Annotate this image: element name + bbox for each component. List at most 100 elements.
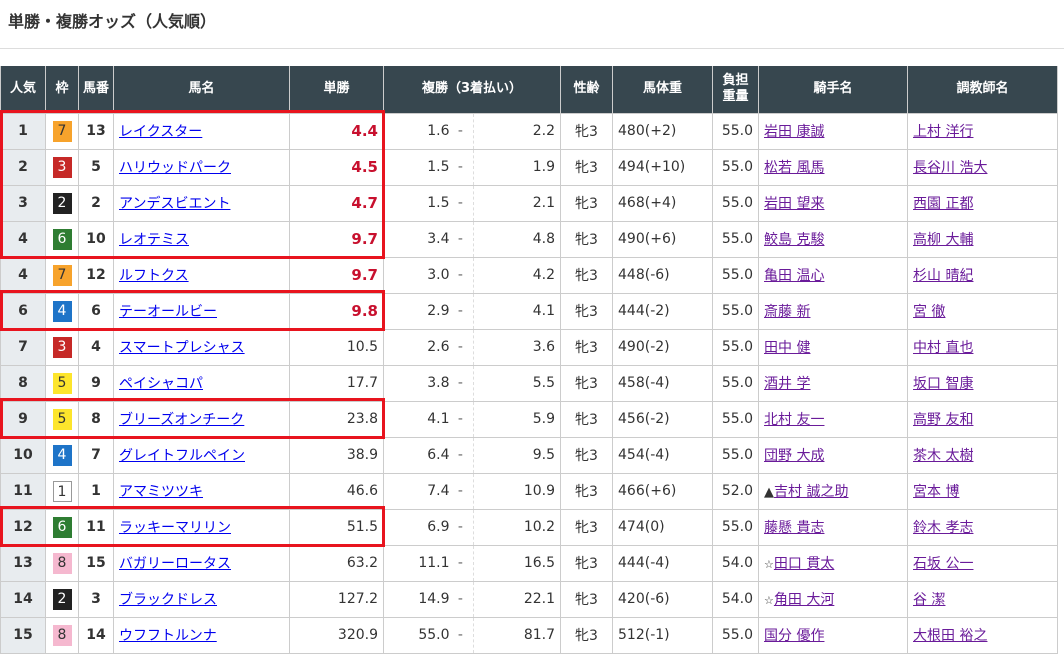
jockey-link[interactable]: 松若 風馬 [764,160,825,176]
trainer-link[interactable]: 大根田 裕之 [913,628,988,644]
horse-name-link[interactable]: レオテミス [119,232,189,248]
header-sex-age: 性齢 [560,66,614,114]
win-odds-cell: 9.7 [289,256,384,294]
jockey-link[interactable]: 藤懸 貴志 [764,520,825,536]
frame-cell: 4 [45,436,79,474]
place-dash: - [453,411,463,427]
header-win-odds: 単勝 [289,66,384,114]
sex-age-cell: 牝3 [560,148,614,186]
body-weight-cell: 466(+6) [612,472,714,510]
jockey-link[interactable]: 吉村 誠之助 [774,484,849,500]
win-odds-cell: 4.5 [289,148,384,186]
frame-cell: 3 [45,328,79,366]
table-row: 11 1 1 アマミツツキ 46.6 7.4 -10.9 牝3 466(+6) 52.0 ▲吉村 … [0,472,1059,510]
trainer-link[interactable]: 長谷川 浩大 [913,160,988,176]
horse-name-link[interactable]: スマートプレシャス [119,340,245,356]
jockey-link[interactable]: 角田 大河 [773,592,835,608]
place-dash: - [453,159,463,175]
horse-name-cell: テーオールビー [113,292,290,330]
trainer-link[interactable]: 西園 正都 [913,196,974,212]
jockey-cell: 団野 大成 [758,436,909,474]
weight-diff: (+6) [644,483,677,499]
horse-name-cell: バガリーロータス [113,544,290,582]
body-weight-cell: 490(-2) [612,328,714,366]
trainer-link[interactable]: 宮本 博 [913,484,960,500]
jockey-link[interactable]: 田口 貫太 [773,556,835,572]
frame-cell: 1 [45,472,79,510]
trainer-link[interactable]: 谷 潔 [913,592,946,608]
load-weight-cell: 55.0 [712,148,760,186]
jockey-link[interactable]: 酒井 学 [764,376,811,392]
horse-name-link[interactable]: ペイシャコパ [119,376,203,392]
frame-cell: 7 [45,256,79,294]
body-weight-cell: 512(-1) [612,616,714,654]
header-popularity: 人気 [0,66,46,114]
table-row: 14 2 3 ブラックドレス 127.2 14.9 -22.1 牝3 420(-6) 54.0 ☆… [0,580,1059,618]
frame-badge: 6 [52,516,72,538]
horse-name-link[interactable]: ブラックドレス [119,592,217,608]
horse-name-link[interactable]: ウフフトルンナ [119,628,217,644]
horse-name-link[interactable]: アンデスビエント [119,196,231,212]
sex-age-cell: 牝3 [560,508,614,546]
trainer-link[interactable]: 坂口 智康 [913,376,974,392]
trainer-link[interactable]: 中村 直也 [913,340,974,356]
trainer-link[interactable]: 高柳 大輔 [913,232,974,248]
sex-age-cell: 牝3 [560,220,614,258]
place-dash: - [453,591,463,607]
jockey-link[interactable]: 団野 大成 [764,448,825,464]
jockey-cell: 岩田 望来 [758,184,909,222]
table-row: 2 3 5 ハリウッドパーク 4.5 1.5 -1.9 牝3 494(+10) 55.0 松若 風… [0,148,1059,186]
jockey-link[interactable]: 鮫島 克駿 [764,232,825,248]
horse-name-link[interactable]: ラッキーマリリン [119,520,231,536]
jockey-link[interactable]: 北村 友一 [764,412,825,428]
win-odds-cell: 17.7 [289,364,384,402]
popularity-cell: 13 [0,544,46,582]
weight-diff: (-6) [644,267,670,283]
horse-name-link[interactable]: グレイトフルペイン [119,448,245,464]
horse-number-cell: 2 [78,184,114,222]
horse-name-link[interactable]: レイクスター [119,124,203,140]
horse-name-cell: ルフトクス [113,256,290,294]
horse-name-link[interactable]: ブリーズオンチーク [119,412,245,428]
trainer-link[interactable]: 宮 徹 [913,304,946,320]
trainer-link[interactable]: 上村 洋行 [913,124,974,140]
trainer-link[interactable]: 鈴木 孝志 [913,520,974,536]
horse-name-link[interactable]: バガリーロータス [119,556,231,572]
frame-cell: 2 [45,184,79,222]
place-dash: - [453,447,463,463]
jockey-cell: 斎藤 新 [758,292,909,330]
body-weight-cell: 490(+6) [612,220,714,258]
frame-badge: 4 [52,444,72,466]
trainer-link[interactable]: 茶木 太樹 [913,448,974,464]
place-odds-high-cell: 4.1 [473,292,562,330]
weight-diff: (+4) [644,195,677,211]
place-odds-low-cell: 1.5 - [383,184,474,222]
trainer-link[interactable]: 杉山 晴紀 [913,268,974,284]
frame-badge: 8 [52,624,72,646]
horse-name-link[interactable]: ルフトクス [119,268,189,284]
frame-cell: 6 [45,220,79,258]
trainer-link[interactable]: 石坂 公一 [913,556,974,572]
horse-name-link[interactable]: アマミツツキ [119,484,203,500]
place-odds-low: 55.0 [418,627,450,643]
jockey-link[interactable]: 亀田 温心 [764,268,825,284]
load-weight-cell: 55.0 [712,184,760,222]
body-weight: 444 [618,555,645,571]
trainer-link[interactable]: 高野 友和 [913,412,974,428]
jockey-link[interactable]: 岩田 望来 [764,196,825,212]
horse-name-link[interactable]: ハリウッドパーク [119,160,231,176]
page-title: 単勝・複勝オッズ（人気順） [8,12,217,31]
jockey-link[interactable]: 国分 優作 [764,628,825,644]
win-odds-cell: 46.6 [289,472,384,510]
frame-badge: 1 [52,480,72,502]
jockey-link[interactable]: 斎藤 新 [764,304,811,320]
weight-diff: (-2) [644,339,670,355]
load-weight-cell: 55.0 [712,112,760,150]
place-odds-low-cell: 1.5 - [383,148,474,186]
jockey-link[interactable]: 田中 健 [764,340,811,356]
trainer-cell: 西園 正都 [907,184,1059,222]
jockey-link[interactable]: 岩田 康誠 [764,124,825,140]
horse-name-link[interactable]: テーオールビー [119,304,217,320]
frame-cell: 3 [45,148,79,186]
table-row: 7 3 4 スマートプレシャス 10.5 2.6 -3.6 牝3 490(-2) 55.0 田中 … [0,328,1059,366]
